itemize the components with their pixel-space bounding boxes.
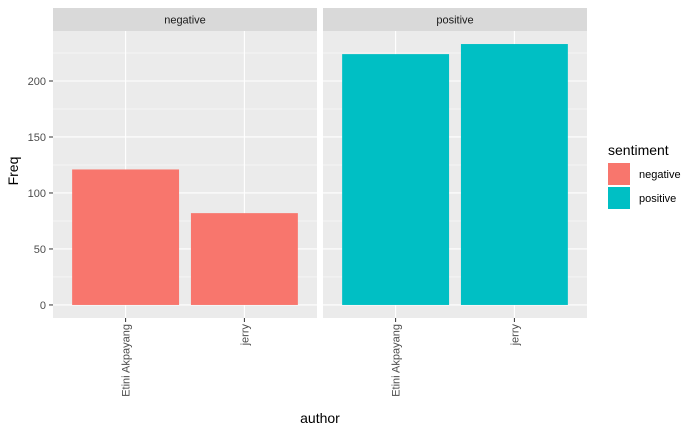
- x-axis-title: author: [300, 410, 340, 426]
- legend-swatch: [608, 163, 630, 185]
- legend-title: sentiment: [608, 142, 669, 158]
- x-axis: Etini Akpayang jerry Etini Akpayang jerry: [121, 318, 521, 397]
- bar-negative-etini-akpayang: [72, 169, 180, 305]
- x-tick-label: Etini Akpayang: [391, 324, 403, 397]
- y-tick-label: 0: [40, 300, 46, 312]
- y-tick-label: 100: [28, 188, 46, 200]
- legend: sentiment negative positive: [608, 142, 681, 209]
- legend-items: negative positive: [608, 163, 681, 209]
- x-tick-label: jerry: [509, 324, 521, 347]
- bar-negative-jerry: [190, 213, 298, 305]
- legend-swatch: [608, 187, 630, 209]
- facet-strip: [323, 8, 587, 31]
- legend-item-negative: negative: [608, 163, 681, 185]
- legend-label: positive: [639, 193, 676, 205]
- y-axis: 0 50 100 150 200: [28, 76, 53, 312]
- legend-label: negative: [639, 169, 681, 181]
- facet-panels: negative positive: [53, 8, 587, 318]
- facet-strip-label: negative: [164, 15, 206, 27]
- y-tick-label: 200: [28, 76, 46, 88]
- x-tick-label: Etini Akpayang: [121, 324, 133, 397]
- legend-item-positive: positive: [608, 187, 676, 209]
- facet-panel-negative: negative: [53, 8, 317, 318]
- facet-panel-positive: positive: [323, 8, 587, 318]
- x-tick-label: jerry: [239, 324, 251, 347]
- bar-positive-etini-akpayang: [342, 54, 450, 305]
- bar-positive-jerry: [460, 44, 568, 305]
- facet-strip: [53, 8, 317, 31]
- y-axis-title: Freq: [5, 157, 21, 186]
- y-tick-label: 150: [28, 132, 46, 144]
- facet-strip-label: positive: [436, 15, 473, 27]
- y-tick-label: 50: [34, 244, 46, 256]
